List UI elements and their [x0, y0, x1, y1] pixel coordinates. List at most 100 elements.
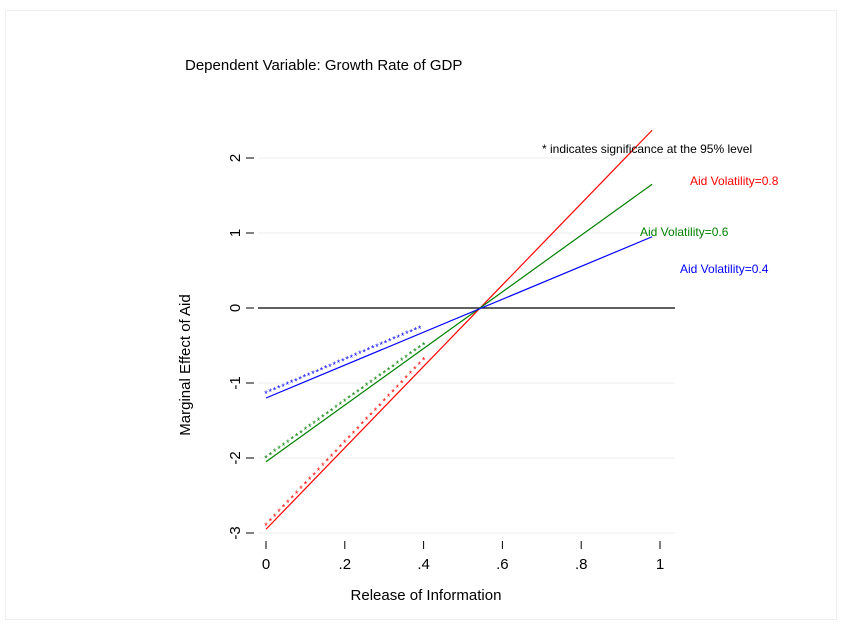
significance-marker: * [401, 331, 405, 341]
significance-marker: * [269, 516, 273, 526]
significance-marker: * [326, 409, 330, 419]
significance-marker: * [303, 373, 307, 383]
chart-border [5, 10, 837, 620]
significance-marker: * [334, 403, 338, 413]
significance-marker: * [418, 324, 422, 334]
significance-marker: * [367, 346, 371, 356]
significance-marker: * [388, 336, 392, 346]
series-group: * * * * * * * * * * * * * * * * * * * * * * * * * * * * * * * * * * * * *Aid… [258, 129, 779, 531]
significance-marker: * [315, 367, 319, 377]
significance-marker: * [422, 340, 426, 350]
significance-marker: * [361, 420, 365, 430]
significance-marker: * [361, 384, 365, 394]
significance-marker: * [379, 340, 383, 350]
significance-marker: * [269, 450, 273, 460]
x-tick-label: .6 [496, 556, 509, 573]
significance-marker: * [352, 429, 356, 439]
significance-marker: * [334, 447, 338, 457]
significance-marker: * [264, 454, 268, 464]
significance-marker: * [417, 343, 421, 353]
significance-marker: * [312, 470, 316, 480]
significance-marker: * [356, 387, 360, 397]
significance-marker: * [281, 382, 285, 392]
significance-marker: * [405, 329, 409, 339]
significance-marker: * [308, 422, 312, 432]
significance-marker: * [277, 384, 281, 394]
series-line [265, 129, 653, 530]
significance-marker: * [400, 378, 404, 388]
significance-marker: * [304, 480, 308, 490]
significance-marker: * [299, 428, 303, 438]
significance-marker: * [273, 385, 277, 395]
significance-marker: * [321, 461, 325, 471]
significance-marker: * [396, 383, 400, 393]
series-line [265, 236, 653, 399]
series-label: Aid Volatility=0.6 [640, 225, 729, 239]
significance-marker: * [339, 443, 343, 453]
series-label: Aid Volatility=0.8 [690, 174, 779, 188]
x-tick-label: 0 [262, 556, 270, 573]
significance-marker: * [382, 397, 386, 407]
y-tick-label: -2 [227, 451, 244, 464]
significance-marker: * [374, 406, 378, 416]
significance-marker: * [295, 489, 299, 499]
significance-marker: * [291, 435, 295, 445]
significance-marker: * [330, 452, 334, 462]
significance-marker: * [317, 416, 321, 426]
significance-marker: * [382, 369, 386, 379]
significance-marker: * [392, 335, 396, 345]
series-line [265, 183, 653, 463]
significance-marker: * [333, 360, 337, 370]
y-tick-label: -3 [227, 526, 244, 539]
significance-marker: * [277, 444, 281, 454]
significance-marker: * [290, 378, 294, 388]
significance-marker: * [404, 374, 408, 384]
significance-marker: * [299, 484, 303, 494]
significance-marker: * [328, 362, 332, 372]
significance-marker: * [343, 438, 347, 448]
significance-marker: * [350, 353, 354, 363]
x-axis: 0 .2 .4 .6 .8 1 [262, 541, 664, 573]
significance-marker: * [291, 493, 295, 503]
x-tick-label: .4 [417, 556, 430, 573]
significance-marker: * [273, 447, 277, 457]
significance-marker: * [374, 375, 378, 385]
significance-marker: * [384, 338, 388, 348]
significance-marker: * [371, 344, 375, 354]
significance-marker: * [308, 475, 312, 485]
significance-marker: * [326, 457, 330, 467]
significance-marker: * [422, 355, 426, 365]
x-tick-label: .8 [575, 556, 588, 573]
significance-marker: * [358, 349, 362, 359]
significance-marker: * [387, 392, 391, 402]
series-label: Aid Volatility=0.4 [680, 262, 769, 276]
significance-marker: * [320, 365, 324, 375]
significance-marker: * [354, 351, 358, 361]
significance-marker: * [378, 372, 382, 382]
significance-marker: * [345, 355, 349, 365]
y-tick-label: 1 [227, 229, 244, 237]
significance-marker: * [365, 381, 369, 391]
y-axis: -3 -2 -1 0 1 2 [227, 154, 254, 540]
significance-marker: * [343, 397, 347, 407]
grid-lines [258, 157, 675, 534]
significance-marker: * [397, 333, 401, 343]
significance-marker: * [341, 356, 345, 366]
significance-marker: * [330, 406, 334, 416]
y-tick-label: 0 [227, 304, 244, 312]
y-axis-label: Marginal Effect of Aid [177, 294, 194, 435]
significance-marker: * [369, 411, 373, 421]
significance-marker: * [321, 413, 325, 423]
significance-marker: * [273, 512, 277, 522]
significance-marker: * [414, 326, 418, 336]
significance-marker: * [369, 378, 373, 388]
significance-marker: * [294, 376, 298, 386]
y-tick-label: -1 [227, 376, 244, 389]
significance-marker: * [409, 350, 413, 360]
significance-marker: * [387, 365, 391, 375]
significance-marker: * [337, 358, 341, 368]
x-tick-label: 1 [656, 556, 664, 573]
significance-marker: * [413, 364, 417, 374]
x-axis-label: Release of Information [351, 587, 502, 604]
